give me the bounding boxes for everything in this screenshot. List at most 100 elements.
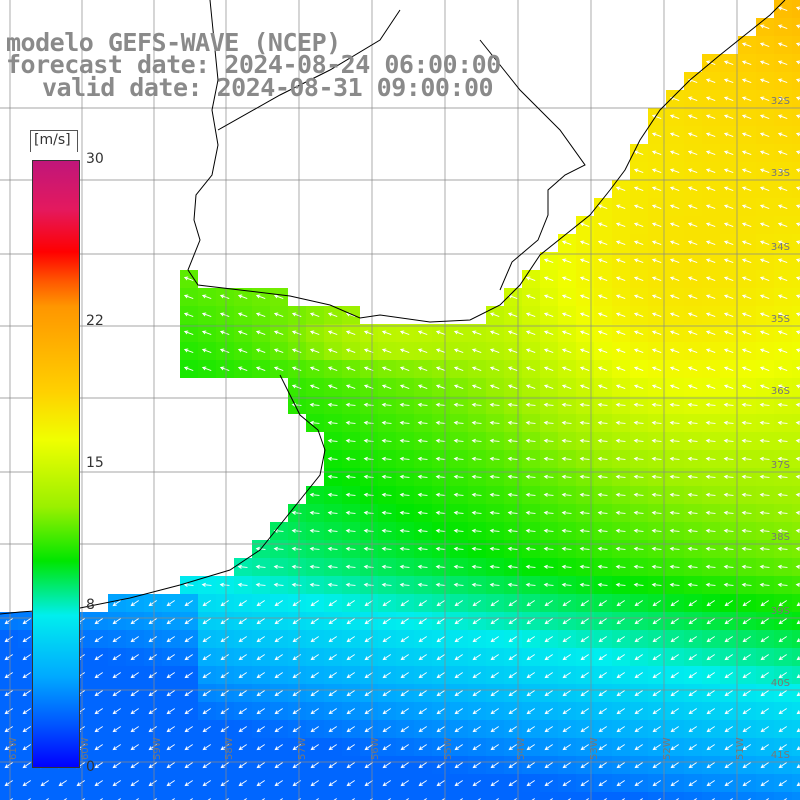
wind-arrow bbox=[346, 690, 355, 697]
wind-arrow bbox=[723, 528, 734, 533]
wind-arrow bbox=[777, 78, 788, 83]
wind-arrow bbox=[436, 690, 445, 697]
wind-arrow bbox=[598, 708, 607, 715]
wind-arrow bbox=[777, 114, 788, 119]
wind-arrow bbox=[598, 600, 607, 607]
wind-arrow bbox=[759, 420, 770, 425]
wind-arrow bbox=[436, 708, 445, 715]
wind-arrow bbox=[777, 546, 788, 551]
wind-arrow bbox=[651, 528, 662, 533]
wind-arrow bbox=[615, 564, 626, 569]
wind-arrow bbox=[166, 600, 175, 607]
wind-arrow bbox=[166, 744, 175, 751]
wind-arrow bbox=[741, 420, 752, 425]
wind-arrow bbox=[580, 708, 589, 715]
wind-arrow bbox=[795, 348, 800, 353]
wind-arrow bbox=[184, 636, 193, 643]
wind-arrow bbox=[526, 726, 535, 733]
wind-arrow bbox=[255, 564, 266, 569]
wind-arrow bbox=[418, 726, 427, 733]
wind-arrow bbox=[705, 366, 716, 371]
wind-arrow bbox=[436, 762, 445, 769]
wind-arrow bbox=[561, 402, 572, 407]
wind-arrow bbox=[274, 780, 283, 787]
wind-arrow bbox=[724, 726, 733, 733]
wind-arrow bbox=[435, 330, 446, 335]
wind-arrow bbox=[633, 384, 644, 389]
wind-arrow bbox=[327, 348, 338, 353]
wind-arrow bbox=[597, 366, 608, 371]
wind-arrow bbox=[669, 456, 680, 461]
wind-arrow bbox=[777, 456, 788, 461]
river-plate-shore bbox=[217, 9, 586, 291]
latitude-label: 41S bbox=[771, 750, 790, 761]
wind-arrow bbox=[724, 780, 733, 787]
wind-arrow bbox=[489, 330, 500, 335]
wind-arrow bbox=[130, 618, 139, 625]
wind-arrow bbox=[723, 60, 734, 65]
wind-arrow bbox=[615, 348, 626, 353]
wind-arrow bbox=[543, 294, 554, 299]
wind-arrow bbox=[706, 726, 715, 733]
wind-arrow bbox=[742, 672, 751, 679]
wind-speed-cell bbox=[720, 792, 738, 800]
wind-arrow bbox=[441, 798, 445, 800]
wind-arrow bbox=[291, 384, 302, 389]
wind-arrow bbox=[453, 384, 464, 389]
wind-arrow bbox=[741, 438, 752, 443]
wind-arrow bbox=[723, 420, 734, 425]
wind-arrow bbox=[711, 798, 715, 800]
wind-arrow bbox=[687, 564, 698, 569]
wind-arrow bbox=[4, 636, 13, 643]
wind-arrow bbox=[705, 186, 716, 191]
wind-arrow bbox=[759, 510, 770, 515]
wind-arrow bbox=[400, 690, 409, 697]
wind-arrow bbox=[688, 762, 697, 769]
wind-arrow bbox=[777, 294, 788, 299]
wind-arrow bbox=[615, 582, 626, 587]
wind-arrow bbox=[382, 762, 391, 769]
wind-arrow bbox=[669, 150, 680, 155]
wind-arrow bbox=[742, 726, 751, 733]
wind-arrow bbox=[399, 384, 410, 389]
wind-arrow bbox=[417, 348, 428, 353]
wind-arrow bbox=[741, 276, 752, 281]
wind-arrow bbox=[633, 330, 644, 335]
wind-arrow bbox=[525, 294, 536, 299]
wind-arrow bbox=[202, 744, 211, 751]
wind-arrow bbox=[742, 708, 751, 715]
wind-arrow bbox=[760, 672, 769, 679]
wind-arrow bbox=[669, 384, 680, 389]
wind-arrow bbox=[795, 438, 800, 443]
wind-arrow bbox=[256, 636, 265, 643]
wind-arrow bbox=[562, 618, 571, 625]
wind-arrow bbox=[669, 582, 680, 587]
wind-arrow bbox=[453, 510, 464, 515]
wind-speed-cell bbox=[180, 792, 198, 800]
wind-arrow bbox=[778, 762, 787, 769]
longitude-label: 57W bbox=[297, 737, 308, 760]
wind-speed-cell bbox=[702, 792, 720, 800]
wind-arrow bbox=[651, 186, 662, 191]
wind-arrow bbox=[705, 510, 716, 515]
wind-arrow bbox=[238, 726, 247, 733]
wind-arrow bbox=[561, 546, 572, 551]
wind-speed-cell bbox=[792, 504, 800, 522]
wind-arrow bbox=[166, 780, 175, 787]
wind-arrow bbox=[760, 762, 769, 769]
wind-arrow bbox=[723, 564, 734, 569]
wind-arrow bbox=[508, 636, 517, 643]
wind-arrow bbox=[525, 402, 536, 407]
wind-arrow bbox=[597, 438, 608, 443]
wind-speed-cell bbox=[90, 792, 108, 800]
wind-arrow bbox=[580, 600, 589, 607]
wind-arrow bbox=[639, 798, 643, 800]
wind-arrow bbox=[508, 600, 517, 607]
wind-speed-cell bbox=[792, 360, 800, 378]
wind-arrow bbox=[495, 798, 499, 800]
wind-arrow bbox=[238, 672, 247, 679]
wind-arrow bbox=[346, 726, 355, 733]
wind-arrow bbox=[94, 636, 103, 643]
wind-arrow bbox=[633, 222, 644, 227]
wind-arrow bbox=[543, 258, 554, 263]
